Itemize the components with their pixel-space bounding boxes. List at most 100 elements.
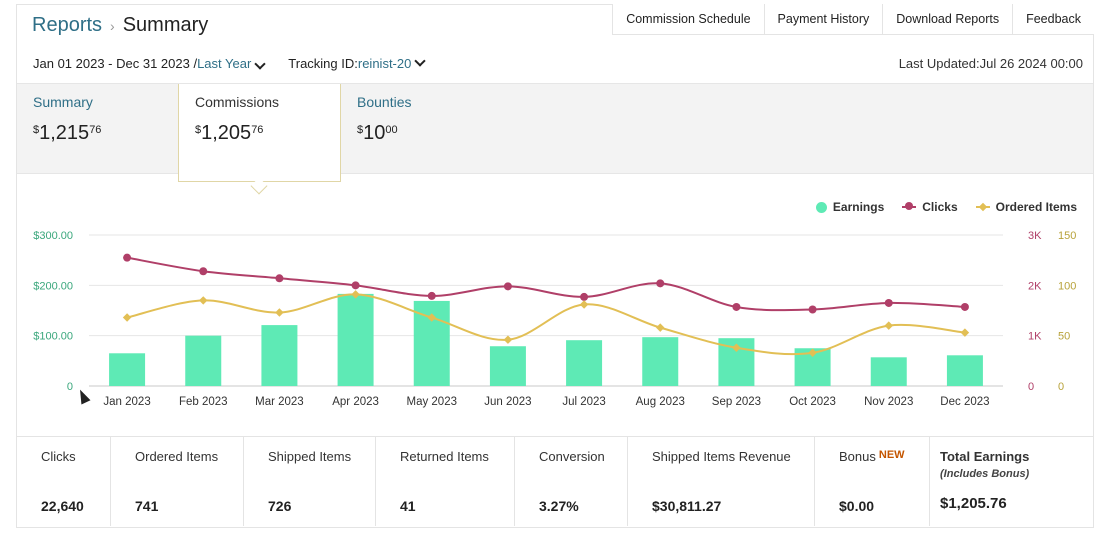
- tab-summary[interactable]: Summary $1,21576: [17, 84, 177, 173]
- x-tick-label: May 2023: [406, 396, 457, 408]
- clicks-point: [123, 253, 132, 262]
- ordered-items-point: [351, 290, 360, 299]
- stat-label: Conversion: [539, 449, 605, 464]
- stat-clicks: Clicks 22,640: [17, 437, 111, 526]
- ordered-items-point: [275, 308, 284, 317]
- clicks-point: [351, 281, 360, 290]
- clicks-point: [580, 292, 589, 301]
- x-tick-label: Jun 2023: [484, 396, 531, 408]
- stat-label: Total Earnings: [940, 449, 1030, 464]
- page-title: Summary: [122, 14, 209, 36]
- y-right-clicks-tick-label: 1K: [1028, 331, 1042, 343]
- period-dropdown[interactable]: Last Year: [197, 56, 266, 71]
- clicks-point: [427, 291, 436, 300]
- earnings-chart: Earnings Clicks Ordered Items 0 0 0 $100.00…: [17, 190, 1093, 430]
- x-tick-label: Jan 2023: [103, 396, 150, 408]
- clicks-point: [732, 302, 741, 311]
- ordered-items-point: [427, 313, 436, 322]
- stat-value: 22,640: [41, 498, 84, 514]
- x-tick-label: Mar 2023: [255, 396, 304, 408]
- ordered-items-point: [884, 321, 893, 330]
- x-tick-label: Jul 2023: [562, 396, 605, 408]
- earnings-bar: [337, 293, 374, 386]
- tab-bounties-label: Bounties: [357, 94, 412, 110]
- stat-value: $0.00: [839, 498, 875, 514]
- earnings-bar: [185, 335, 222, 386]
- y-left-tick-label: $300.00: [33, 230, 73, 242]
- filters-bar: Jan 01 2023 - Dec 31 2023 / Last Year Tr…: [33, 55, 427, 71]
- y-left-tick-label: $100.00: [33, 331, 73, 343]
- stat-shipped-items: Shipped Items 726: [244, 437, 376, 526]
- earnings-bar: [870, 357, 907, 386]
- stat-value: $30,811.27: [652, 498, 722, 514]
- commission-schedule-button[interactable]: Commission Schedule: [613, 4, 765, 34]
- clicks-point: [808, 305, 817, 314]
- y-left-tick-label: 0: [67, 381, 73, 393]
- date-range: Jan 01 2023 - Dec 31 2023 /: [33, 56, 198, 71]
- x-tick-label: Apr 2023: [332, 396, 379, 408]
- tab-commissions-value: $1,20576: [195, 122, 264, 144]
- x-tick-label: Aug 2023: [636, 396, 685, 408]
- tab-commissions-label: Commissions: [195, 94, 280, 110]
- ordered-items-point: [808, 348, 817, 358]
- tab-commissions[interactable]: Commissions $1,20576: [178, 84, 341, 182]
- chart-legend: Earnings Clicks Ordered Items: [815, 200, 1077, 214]
- stat-returned-items: Returned Items 41: [376, 437, 515, 526]
- tab-bounties[interactable]: Bounties $1000: [341, 84, 501, 173]
- breadcrumb: Reports › Summary: [32, 14, 208, 37]
- clicks-point: [884, 298, 893, 307]
- ordered-items-point: [732, 343, 741, 352]
- stat-bonus: Bonus NEW $0.00: [815, 437, 930, 526]
- stat-label: Ordered Items: [135, 449, 219, 464]
- clicks-point: [503, 282, 512, 291]
- stat-label: Bonus NEW: [839, 449, 905, 464]
- clicks-point: [275, 274, 284, 283]
- stat-value: $1,205.76: [940, 495, 1007, 512]
- stat-conversion: Conversion 3.27%: [515, 437, 628, 526]
- y-right-clicks-tick-label: 2K: [1028, 280, 1042, 292]
- feedback-button[interactable]: Feedback: [1013, 4, 1094, 34]
- earnings-bar: [261, 325, 298, 386]
- x-tick-label: Dec 2023: [940, 396, 989, 408]
- tracking-id-dropdown[interactable]: Tracking ID: reinist-20: [288, 55, 427, 71]
- tabs-band: Summary $1,21576 Commissions $1,20576 Bo…: [17, 83, 1093, 182]
- stats-row: Clicks 22,640 Ordered Items 741 Shipped …: [17, 436, 1093, 526]
- chevron-down-icon: [414, 55, 427, 67]
- x-tick-label: Sep 2023: [712, 396, 761, 408]
- tab-summary-label: Summary: [33, 94, 93, 110]
- stat-label: Shipped Items Revenue: [652, 449, 791, 464]
- earnings-bar: [109, 353, 146, 386]
- y-right-ordered-tick-label: 50: [1058, 331, 1070, 343]
- tracking-id-value: reinist-20: [357, 56, 412, 71]
- stat-value: 741: [135, 498, 159, 514]
- tab-summary-value: $1,21576: [33, 122, 102, 144]
- legend-earnings[interactable]: Earnings: [815, 200, 884, 214]
- last-updated: Last Updated:Jul 26 2024 00:00: [898, 56, 1083, 71]
- stat-sublabel: (Includes Bonus): [940, 468, 1030, 480]
- download-reports-button[interactable]: Download Reports: [883, 4, 1014, 34]
- ordered-items-line: [126, 293, 966, 356]
- stat-total-earnings: Total Earnings (Includes Bonus) $1,205.7…: [930, 437, 1093, 526]
- tracking-label: Tracking ID:: [288, 56, 358, 71]
- stat-label: Shipped Items: [268, 449, 352, 464]
- clicks-point: [199, 267, 208, 276]
- payment-history-button[interactable]: Payment History: [764, 4, 884, 34]
- y-right-clicks-tick-label: 3K: [1028, 230, 1042, 242]
- earnings-bar: [566, 340, 603, 386]
- y-right-clicks-tick-label: 0: [1028, 381, 1034, 393]
- ordered-items-point: [199, 296, 208, 305]
- stat-label: Clicks: [41, 449, 76, 464]
- stat-shipped-items-revenue: Shipped Items Revenue $30,811.27: [628, 437, 815, 526]
- legend-clicks[interactable]: Clicks: [902, 200, 958, 214]
- stat-value: 41: [400, 498, 416, 514]
- earnings-bar: [946, 355, 983, 386]
- y-left-tick-label: $200.00: [33, 280, 73, 292]
- top-nav: Commission Schedule Payment History Down…: [612, 4, 1094, 35]
- new-badge: NEW: [878, 449, 905, 461]
- clicks-point: [656, 279, 665, 288]
- y-right-ordered-tick-label: 150: [1058, 230, 1076, 242]
- stat-ordered-items: Ordered Items 741: [111, 437, 244, 526]
- legend-ordered-items[interactable]: Ordered Items: [975, 200, 1077, 214]
- breadcrumb-reports-link[interactable]: Reports: [32, 14, 103, 36]
- tab-bounties-value: $1000: [357, 122, 398, 144]
